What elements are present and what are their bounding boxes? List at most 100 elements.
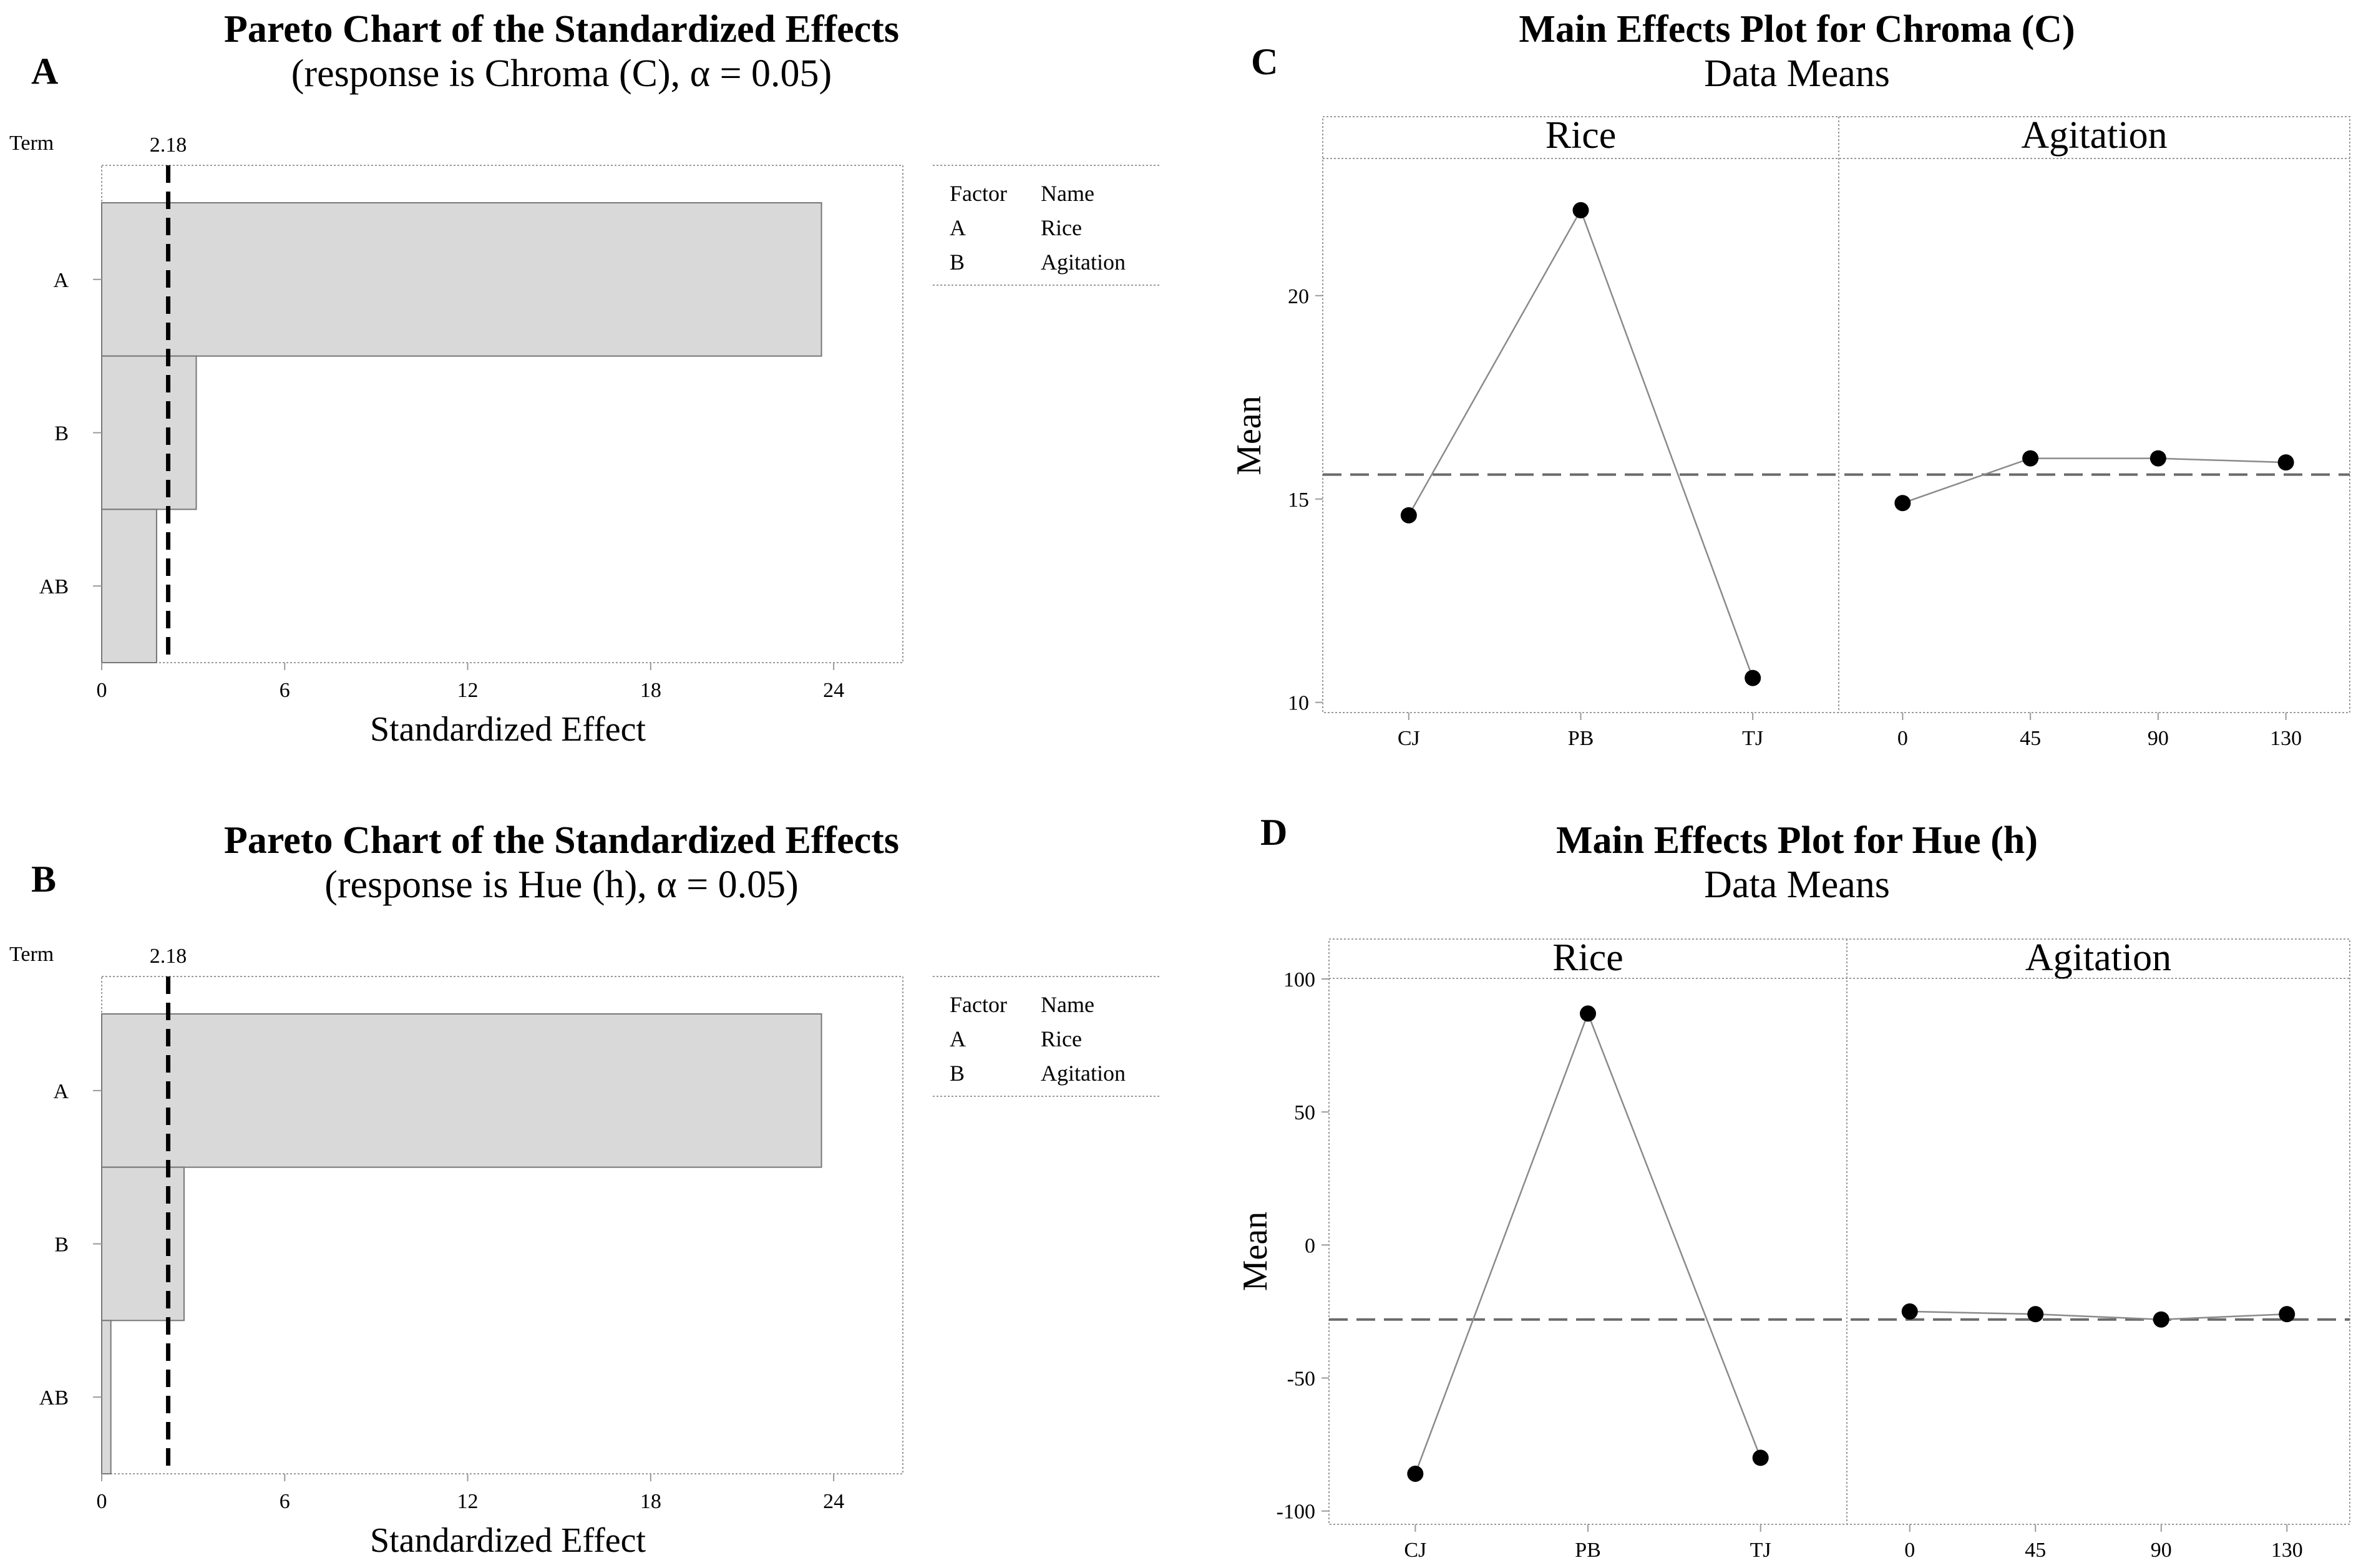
main-effects-hue-title-block: Main Effects Plot for Hue (h) Data Means [1391,819,2203,907]
x-tick-label: 18 [640,679,661,702]
x-tick-label-pb: PB [1575,1539,1601,1562]
legend-name-b: Agitation [1041,1061,1126,1086]
y-axis-label: Mean [1230,396,1268,475]
legend-header-factor: Factor [950,992,1007,1017]
bar-ab [101,509,157,663]
term-label-ab: AB [39,1386,69,1410]
x-tick-label: 6 [280,1490,290,1513]
term-label-b: B [54,1234,69,1257]
legend-header-factor: Factor [950,181,1007,206]
y-tick-label: 15 [1288,489,1309,512]
main-effects-chroma-title: Main Effects Plot for Chroma (C) [1519,8,2075,51]
panel-letter-c: C [1251,41,1278,82]
legend-header-name: Name [1041,992,1094,1017]
legend-header-name: Name [1041,181,1094,206]
x-tick-label: 24 [823,679,844,702]
x-tick-label-90: 90 [2148,727,2169,750]
bar-b [101,355,197,510]
mean-point-agitation-90 [2153,1311,2169,1328]
mean-point-rice-pb [1580,1005,1596,1022]
mean-point-rice-tj [1745,670,1761,686]
panel-label-rice: Rice [1552,937,1623,979]
x-tick-label: 0 [97,1490,107,1513]
term-label: Term [9,132,54,155]
pareto-chroma-subtitle: (response is Chroma (C), α = 0.05) [291,52,832,95]
x-tick-label: 24 [823,1490,844,1513]
y-tick-label: 20 [1288,285,1309,308]
plot-frame [1328,938,2350,1525]
pareto-hue-title: Pareto Chart of the Standardized Effects [224,819,899,862]
main-effects-hue-title: Main Effects Plot for Hue (h) [1556,819,2038,862]
mean-point-agitation-130 [2277,454,2294,471]
x-axis-label: Standardized Effect [370,1521,646,1560]
x-tick-label-tj: TJ [1750,1539,1771,1562]
reference-label: 2.18 [150,134,187,157]
pareto-chroma-title-block: Pareto Chart of the Standardized Effects… [156,7,967,96]
panel-label-agitation: Agitation [2025,937,2171,979]
x-tick-label-0: 0 [1897,727,1908,750]
panel-label-rice: Rice [1546,114,1617,157]
main-effects-chart-hue: -100 -50 0 50 100 Mean Rice CJ PB TJ Agitation 0 45 9… [1236,937,2350,1562]
y-tick-label: 0 [1305,1234,1315,1257]
x-tick-label-cj: CJ [1398,727,1420,750]
pareto-hue-title-block: Pareto Chart of the Standardized Effects… [156,819,967,907]
legend-factor-a: A [950,215,966,240]
legend-name-b: Agitation [1041,250,1126,275]
y-tick-label: -50 [1287,1368,1315,1391]
legend-factor-a: A [950,1026,966,1051]
legend-factor-b: B [950,1061,965,1086]
x-tick-label-cj: CJ [1404,1539,1426,1562]
legend-name-a: Rice [1041,1026,1082,1051]
mean-point-agitation-0 [1901,1303,1918,1320]
x-tick-label-45: 45 [2020,727,2041,750]
x-tick-label: 6 [280,679,290,702]
term-label-a: A [53,1080,69,1103]
pareto-hue-subtitle: (response is Hue (h), α = 0.05) [324,864,799,906]
bar-a [101,1013,822,1168]
panel-letter-a: A [31,51,59,92]
panel-letter-b: B [31,859,57,900]
x-tick-label: 12 [457,1490,479,1513]
y-tick-label: 100 [1283,968,1315,991]
mean-point-agitation-45 [2022,450,2039,467]
x-tick-label-45: 45 [2025,1539,2046,1562]
mean-point-agitation-45 [2027,1306,2044,1323]
mean-point-rice-cj [1400,507,1417,523]
effect-line-rice [1408,208,1754,679]
mean-point-agitation-0 [1894,495,1911,512]
mean-point-agitation-130 [2279,1306,2295,1323]
x-tick-label: 12 [457,679,479,702]
main-effects-hue-subtitle: Data Means [1704,864,1890,906]
y-axis-label: Mean [1236,1212,1275,1292]
x-tick-label-130: 130 [2270,727,2302,750]
effect-line-agitation [1909,1310,2287,1320]
y-tick-label: -100 [1277,1501,1315,1524]
mean-point-agitation-90 [2149,450,2166,467]
term-label-b: B [54,422,69,446]
mean-point-rice-pb [1572,202,1589,218]
x-tick-label-pb: PB [1568,727,1594,750]
effect-line-agitation [1902,457,2286,504]
x-tick-label: 18 [640,1490,661,1513]
main-effects-chroma-title-block: Main Effects Plot for Chroma (C) Data Me… [1391,7,2203,96]
mean-point-rice-cj [1407,1465,1424,1482]
x-tick-label-0: 0 [1904,1539,1915,1562]
main-effects-chart-chroma: 10 15 20 Mean Rice CJ PB TJ Agitation 0 45 90 130 [1230,114,2350,750]
x-tick-label: 0 [97,679,107,702]
y-tick-label: 50 [1294,1101,1315,1124]
plot-frame [1322,116,2350,713]
mean-point-rice-tj [1752,1449,1769,1466]
term-label-a: A [53,269,69,292]
term-label: Term [9,943,54,966]
x-axis-label: Standardized Effect [370,710,646,749]
bar-ab [101,1320,112,1474]
x-tick-label-130: 130 [2271,1539,2303,1562]
legend-name-a: Rice [1041,215,1082,240]
legend-factor-b: B [950,250,965,275]
x-tick-label-90: 90 [2151,1539,2172,1562]
main-effects-chroma-subtitle: Data Means [1704,52,1890,95]
pareto-chroma-title: Pareto Chart of the Standardized Effects [224,8,899,51]
reference-label: 2.18 [150,945,187,968]
